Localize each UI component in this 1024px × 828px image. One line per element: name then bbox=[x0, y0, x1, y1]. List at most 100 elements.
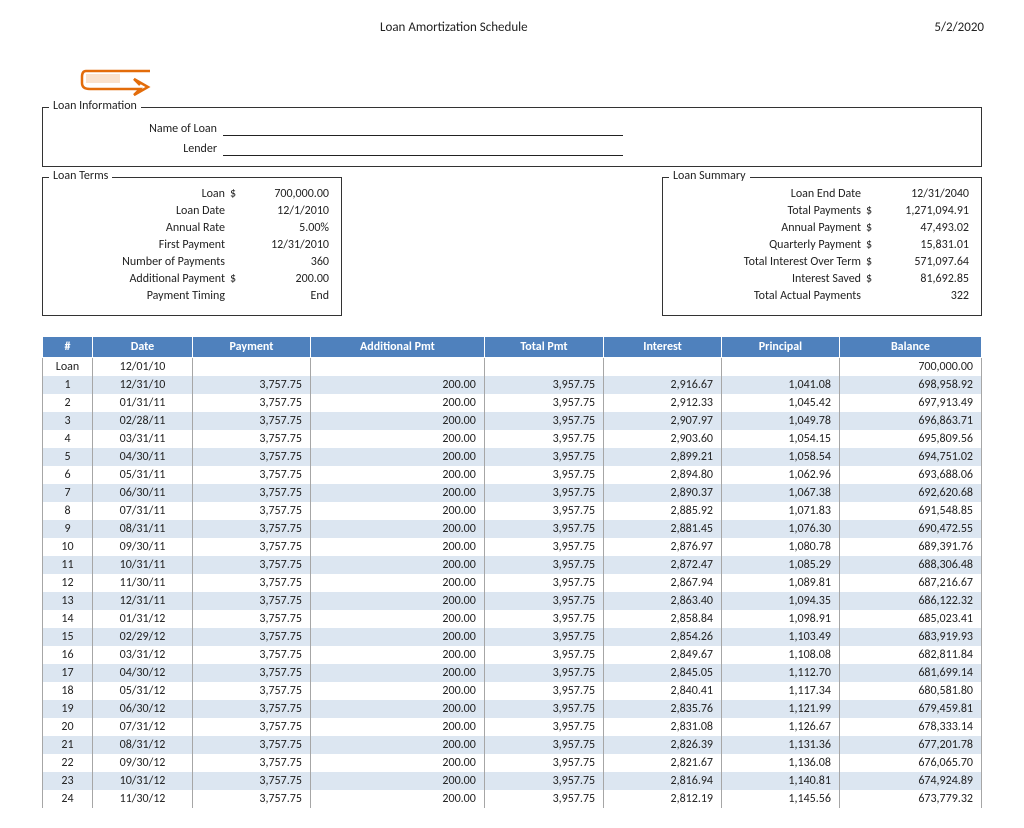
loan-summary-legend: Loan Summary bbox=[669, 169, 750, 183]
kv-row: Interest Saved$81,692.85 bbox=[675, 271, 969, 288]
table-cell: 3 bbox=[43, 412, 93, 430]
table-cell: 1 bbox=[43, 376, 93, 394]
table-row: 1805/31/123,757.75200.003,957.752,840.41… bbox=[43, 682, 982, 700]
table-row: 1312/31/113,757.75200.003,957.752,863.40… bbox=[43, 592, 982, 610]
table-cell: 2,831.08 bbox=[604, 718, 722, 736]
table-cell: 200.00 bbox=[310, 790, 484, 808]
kv-value: 5.00% bbox=[241, 220, 329, 237]
table-cell: 3,757.75 bbox=[193, 466, 311, 484]
table-cell: 2,876.97 bbox=[604, 538, 722, 556]
table-row: 403/31/113,757.75200.003,957.752,903.601… bbox=[43, 430, 982, 448]
table-cell: 700,000.00 bbox=[839, 358, 981, 377]
table-cell: 20 bbox=[43, 718, 93, 736]
table-cell: 677,201.78 bbox=[839, 736, 981, 754]
table-cell: 3,757.75 bbox=[193, 700, 311, 718]
table-cell: 3,757.75 bbox=[193, 718, 311, 736]
table-row: 112/31/103,757.75200.003,957.752,916.671… bbox=[43, 376, 982, 394]
table-cell: 3,957.75 bbox=[484, 466, 603, 484]
table-cell: 3,757.75 bbox=[193, 448, 311, 466]
table-cell: 3,957.75 bbox=[484, 520, 603, 538]
table-cell: 3,757.75 bbox=[193, 574, 311, 592]
table-cell: 2,916.67 bbox=[604, 376, 722, 394]
table-cell: 692,620.68 bbox=[839, 484, 981, 502]
kv-label: Interest Saved bbox=[675, 271, 861, 288]
loan-summary-box: Loan Summary Loan End Date12/31/2040Tota… bbox=[662, 177, 982, 316]
table-cell: 2,812.19 bbox=[604, 790, 722, 808]
table-cell: 1,041.08 bbox=[722, 376, 840, 394]
table-cell: 2,849.67 bbox=[604, 646, 722, 664]
table-cell: 691,548.85 bbox=[839, 502, 981, 520]
table-cell: 03/31/12 bbox=[93, 646, 193, 664]
table-cell: 3,757.75 bbox=[193, 412, 311, 430]
table-cell: 3,957.75 bbox=[484, 538, 603, 556]
kv-row: Annual Payment$47,493.02 bbox=[675, 220, 969, 237]
kv-currency: $ bbox=[861, 237, 877, 254]
table-cell: 2,899.21 bbox=[604, 448, 722, 466]
table-row: 1401/31/123,757.75200.003,957.752,858.84… bbox=[43, 610, 982, 628]
table-cell: 2,867.94 bbox=[604, 574, 722, 592]
table-cell: 3,957.75 bbox=[484, 772, 603, 790]
table-row: 2209/30/123,757.75200.003,957.752,821.67… bbox=[43, 754, 982, 772]
table-cell: 687,216.67 bbox=[839, 574, 981, 592]
table-cell: 1,062.96 bbox=[722, 466, 840, 484]
table-body: Loan12/01/10700,000.00112/31/103,757.752… bbox=[43, 358, 982, 809]
table-cell: 200.00 bbox=[310, 700, 484, 718]
kv-row: Annual Rate5.00% bbox=[55, 220, 329, 237]
table-cell: 200.00 bbox=[310, 646, 484, 664]
table-cell: 200.00 bbox=[310, 466, 484, 484]
page-date: 5/2/2020 bbox=[934, 20, 984, 35]
table-cell: 683,919.93 bbox=[839, 628, 981, 646]
name-of-loan-field[interactable] bbox=[223, 122, 623, 136]
table-cell: 05/31/12 bbox=[93, 682, 193, 700]
table-cell: 3,757.75 bbox=[193, 736, 311, 754]
table-cell: 3,957.75 bbox=[484, 502, 603, 520]
lender-field[interactable] bbox=[223, 142, 623, 156]
kv-label: First Payment bbox=[55, 237, 225, 254]
table-cell: 200.00 bbox=[310, 736, 484, 754]
table-cell: 682,811.84 bbox=[839, 646, 981, 664]
table-cell: 3,757.75 bbox=[193, 430, 311, 448]
kv-value: End bbox=[241, 288, 329, 305]
table-cell: 3,957.75 bbox=[484, 682, 603, 700]
table-cell: 11/30/12 bbox=[93, 790, 193, 808]
table-row: 2108/31/123,757.75200.003,957.752,826.39… bbox=[43, 736, 982, 754]
table-cell: 21 bbox=[43, 736, 93, 754]
table-cell bbox=[604, 358, 722, 377]
table-cell: 19 bbox=[43, 700, 93, 718]
table-cell: 3,757.75 bbox=[193, 628, 311, 646]
table-cell bbox=[193, 358, 311, 377]
table-cell: 200.00 bbox=[310, 412, 484, 430]
table-cell: 1,108.08 bbox=[722, 646, 840, 664]
table-header-cell: # bbox=[43, 337, 93, 358]
loan-information-box: Loan Information Name of Loan Lender bbox=[42, 107, 982, 167]
table-row: 201/31/113,757.75200.003,957.752,912.331… bbox=[43, 394, 982, 412]
table-cell: 3,957.75 bbox=[484, 376, 603, 394]
kv-value: 81,692.85 bbox=[877, 271, 969, 288]
kv-currency: $ bbox=[861, 203, 877, 220]
table-cell: 06/30/12 bbox=[93, 700, 193, 718]
table-cell: 3,957.75 bbox=[484, 628, 603, 646]
table-cell: 3,757.75 bbox=[193, 394, 311, 412]
loan-terms-box: Loan Terms Loan$700,000.00Loan Date12/1/… bbox=[42, 177, 342, 316]
kv-row: Loan$700,000.00 bbox=[55, 186, 329, 203]
table-cell: 694,751.02 bbox=[839, 448, 981, 466]
table-cell: 200.00 bbox=[310, 574, 484, 592]
table-cell: 678,333.14 bbox=[839, 718, 981, 736]
table-cell: 200.00 bbox=[310, 448, 484, 466]
table-cell: 5 bbox=[43, 448, 93, 466]
table-cell: 1,071.83 bbox=[722, 502, 840, 520]
table-cell: 697,913.49 bbox=[839, 394, 981, 412]
table-cell: 3,957.75 bbox=[484, 718, 603, 736]
table-cell: 2 bbox=[43, 394, 93, 412]
table-cell: 10 bbox=[43, 538, 93, 556]
table-cell: 12 bbox=[43, 574, 93, 592]
table-row: 1906/30/123,757.75200.003,957.752,835.76… bbox=[43, 700, 982, 718]
table-cell: 674,924.89 bbox=[839, 772, 981, 790]
table-cell: 685,023.41 bbox=[839, 610, 981, 628]
table-cell: 3,757.75 bbox=[193, 556, 311, 574]
table-cell: 696,863.71 bbox=[839, 412, 981, 430]
table-cell: 3,757.75 bbox=[193, 772, 311, 790]
kv-value: 47,493.02 bbox=[877, 220, 969, 237]
table-cell: 3,957.75 bbox=[484, 484, 603, 502]
table-header-row: #DatePaymentAdditional PmtTotal PmtInter… bbox=[43, 337, 982, 358]
